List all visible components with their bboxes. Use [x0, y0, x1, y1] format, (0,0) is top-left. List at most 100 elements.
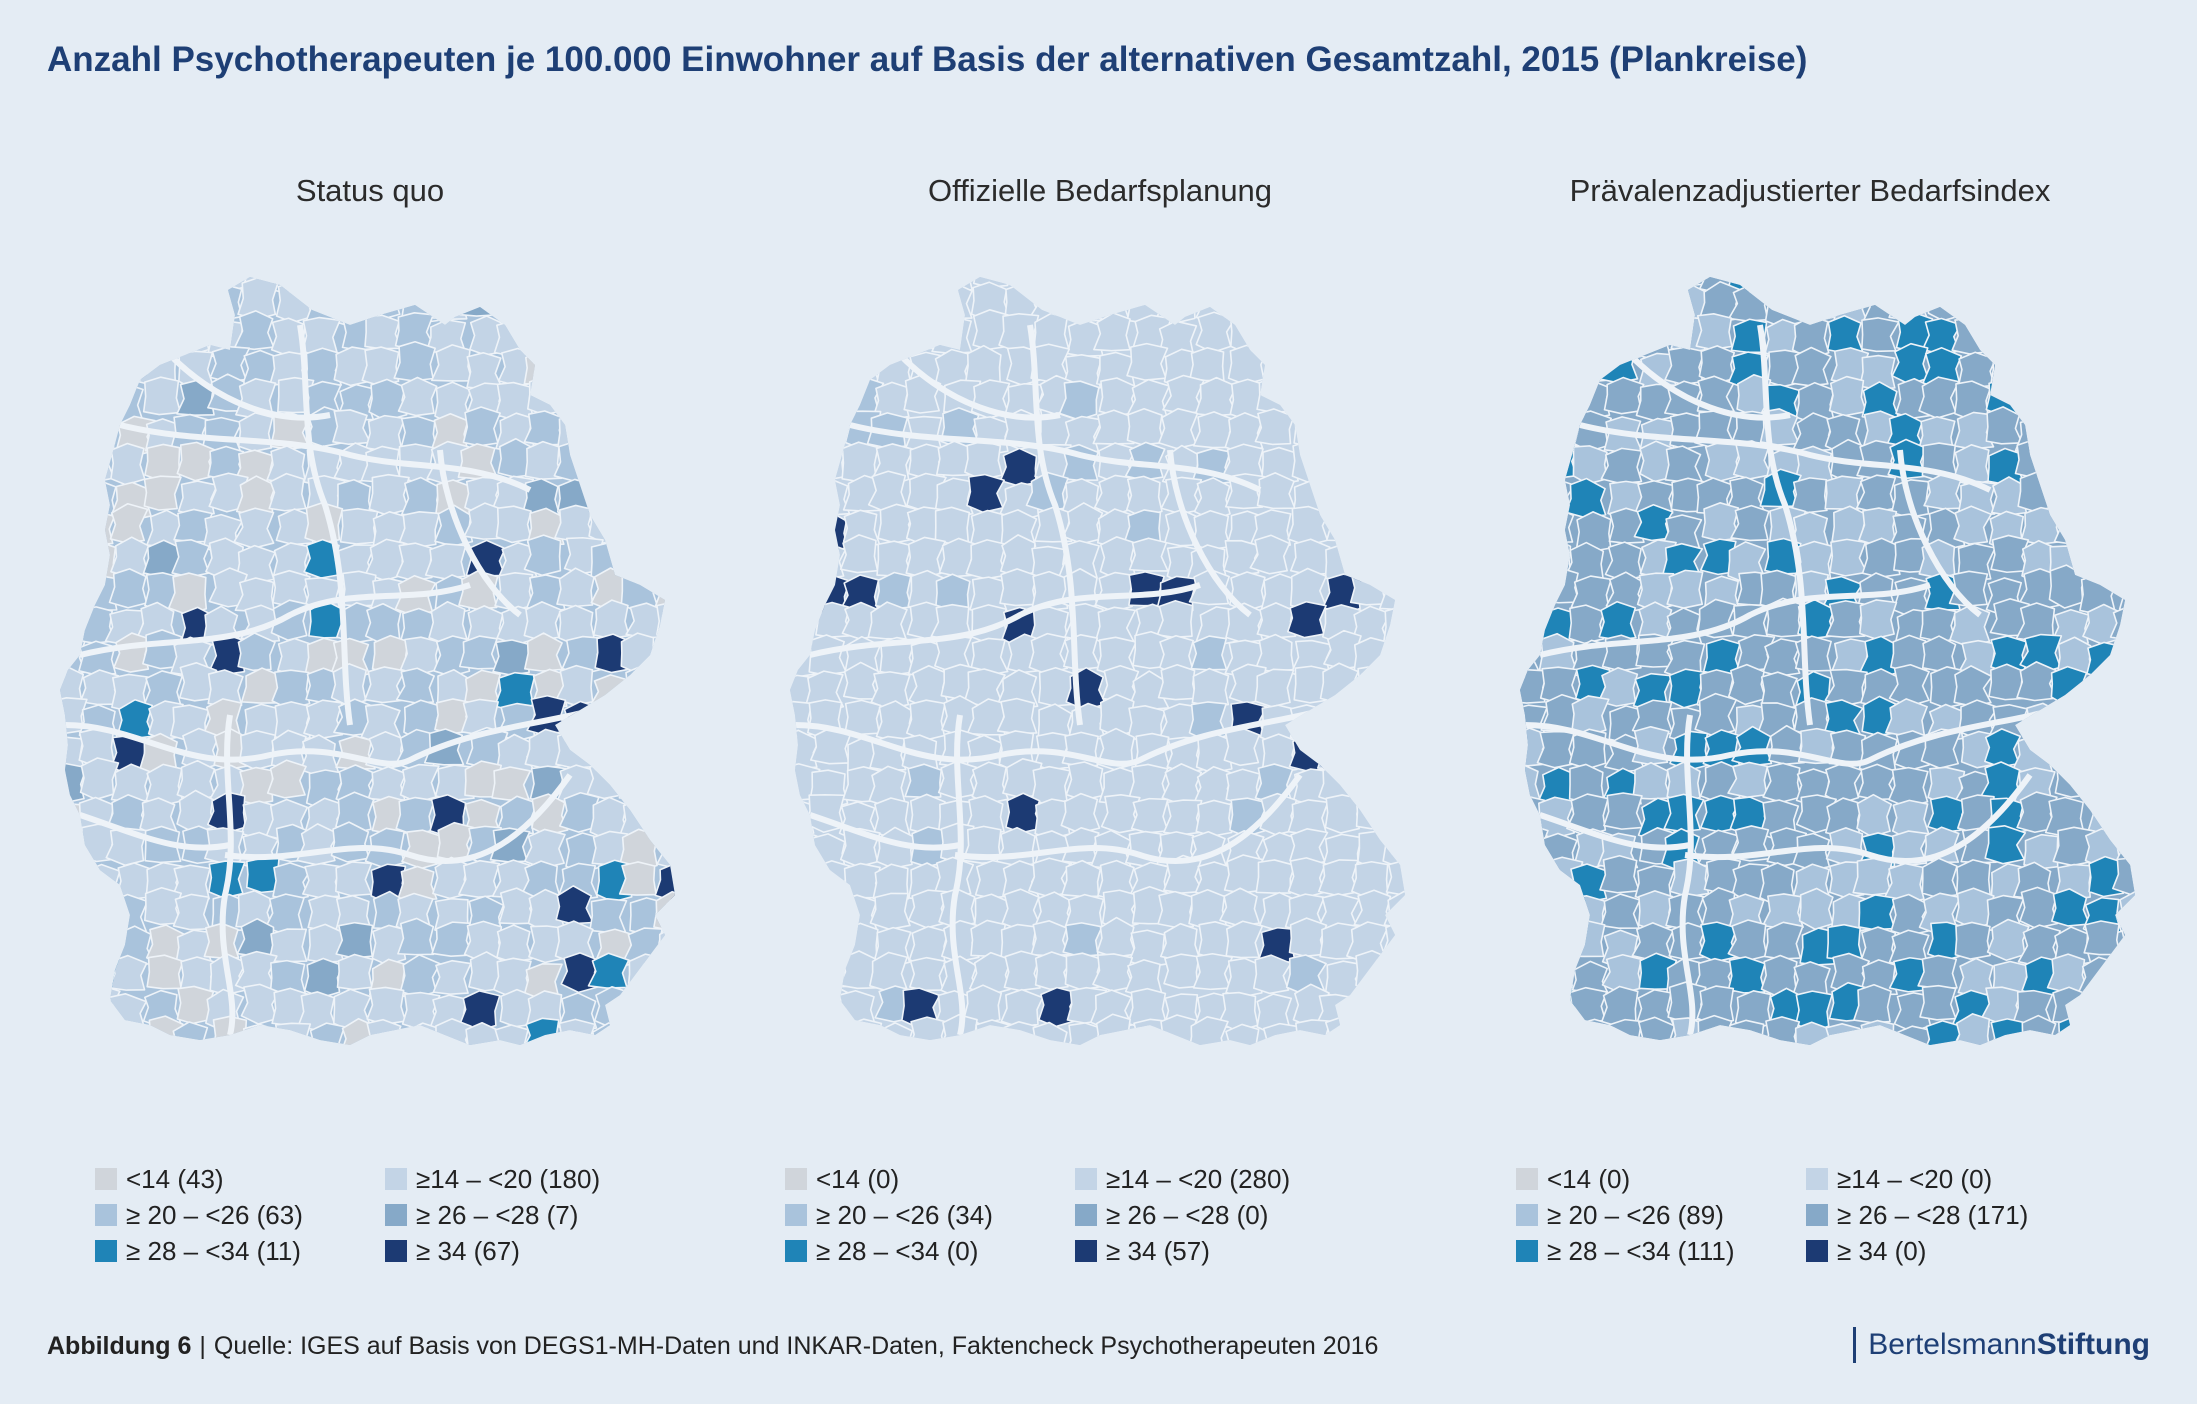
- district: [2087, 796, 2124, 836]
- district: [1765, 277, 1807, 285]
- district: [906, 1052, 942, 1093]
- district: [904, 277, 943, 292]
- district: [1354, 1021, 1392, 1045]
- district: [2018, 1014, 2057, 1045]
- legend-swatch: [1516, 1168, 1538, 1190]
- district: [458, 278, 497, 317]
- district: [1603, 792, 1644, 830]
- district: [369, 277, 409, 292]
- district: [2051, 288, 2089, 327]
- district: [1799, 1048, 1834, 1087]
- district: [964, 440, 1003, 481]
- legend-swatch: [1806, 1204, 1828, 1226]
- district: [115, 282, 152, 323]
- district: [1542, 319, 1582, 360]
- figure-number: Abbildung 6: [47, 1332, 192, 1360]
- district: [591, 382, 628, 420]
- district: [1861, 537, 1902, 579]
- figure-title: Anzahl Psychotherapeuten je 100.000 Einw…: [47, 40, 1808, 79]
- district: [2086, 697, 2125, 735]
- district: [2015, 315, 2055, 353]
- legend-item: ≥14 – <20 (0): [1806, 1163, 1992, 1195]
- district: [2052, 986, 2088, 1024]
- district: [1251, 277, 1295, 294]
- district: [1093, 312, 1131, 352]
- district: [809, 891, 852, 927]
- legend-item: ≥ 26 – <28 (7): [385, 1199, 578, 1231]
- district: [76, 478, 117, 519]
- district: [1191, 667, 1230, 707]
- district: [1356, 314, 1395, 351]
- district: [435, 1055, 475, 1092]
- district: [203, 283, 243, 321]
- district: [790, 570, 819, 607]
- district: [1598, 600, 1637, 641]
- district: [790, 861, 818, 900]
- district: [1954, 921, 1991, 960]
- district: [2113, 471, 2135, 510]
- district: [146, 320, 186, 361]
- district: [1883, 277, 1924, 287]
- district: [843, 312, 882, 351]
- district: [2076, 311, 2119, 355]
- district: [2019, 886, 2059, 930]
- district: [266, 759, 307, 799]
- district: [2086, 670, 2125, 712]
- district: [2078, 277, 2120, 285]
- district: [2046, 443, 2086, 481]
- district: [364, 278, 401, 321]
- district: [1890, 634, 1928, 673]
- district: [60, 985, 85, 1026]
- district: [808, 541, 847, 580]
- legend-swatch: [785, 1204, 807, 1226]
- district: [1219, 887, 1261, 927]
- district: [308, 1056, 344, 1093]
- district: [459, 990, 501, 1032]
- district: [1293, 410, 1333, 448]
- district: [2084, 471, 2122, 515]
- district: [2118, 765, 2135, 802]
- district: [1520, 824, 1549, 865]
- district: [1351, 470, 1390, 511]
- district: [1383, 409, 1405, 450]
- district: [2023, 833, 2059, 870]
- legend-label: <14 (0): [816, 1163, 900, 1194]
- district: [60, 862, 86, 901]
- district: [1289, 704, 1328, 743]
- district: [1858, 894, 1898, 931]
- district: [1318, 347, 1361, 389]
- district: [1885, 1053, 1924, 1092]
- district: [1378, 575, 1405, 611]
- district: [2086, 641, 2124, 679]
- district: [1563, 919, 1606, 958]
- district: [2113, 1054, 2148, 1090]
- district: [652, 445, 675, 485]
- district: [2044, 312, 2089, 348]
- district: [465, 1054, 504, 1088]
- district: [1520, 891, 1547, 930]
- district: [1358, 346, 1396, 385]
- district: [60, 480, 87, 518]
- district: [303, 957, 345, 999]
- district: [1323, 444, 1363, 487]
- district: [526, 507, 565, 546]
- district: [2119, 507, 2135, 544]
- district: [1385, 859, 1405, 896]
- district: [2025, 1051, 2062, 1092]
- district: [2118, 1026, 2135, 1045]
- district: [81, 863, 123, 903]
- district: [2049, 1050, 2088, 1087]
- district: [1987, 318, 2026, 357]
- district: [1859, 599, 1898, 640]
- district: [1061, 859, 1102, 898]
- district: [1574, 318, 1613, 359]
- district: [811, 1019, 852, 1045]
- district: [60, 928, 87, 967]
- district: [1924, 1057, 1964, 1093]
- district: [1092, 409, 1135, 445]
- legend-label: ≥ 28 – <34 (11): [126, 1235, 301, 1266]
- district: [1224, 1023, 1260, 1045]
- legend-item: ≥ 20 – <26 (89): [1516, 1199, 1724, 1231]
- district: [1953, 411, 1995, 450]
- district: [1917, 954, 1958, 989]
